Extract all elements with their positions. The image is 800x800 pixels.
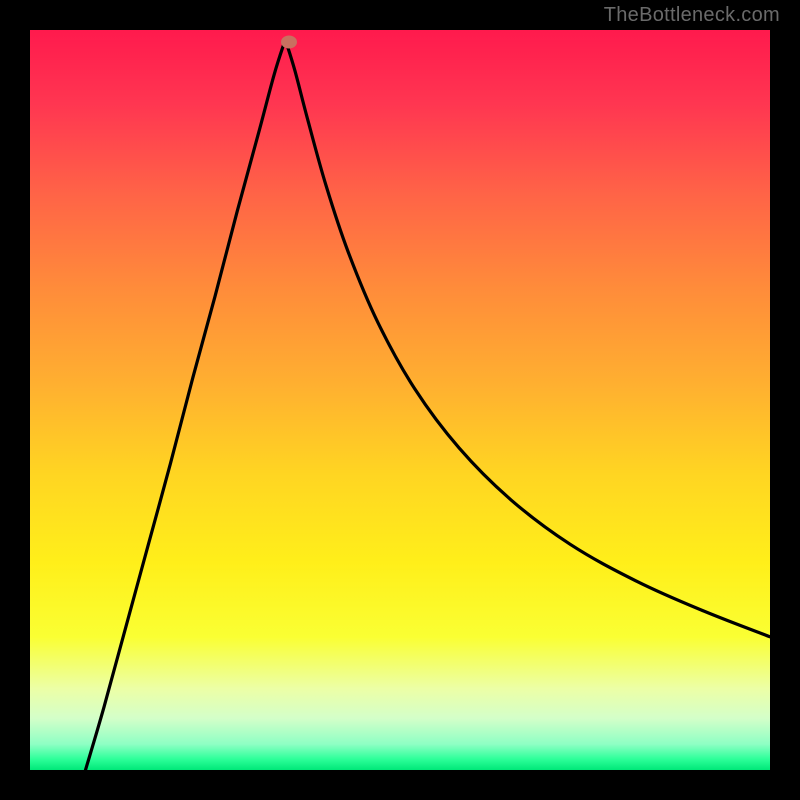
watermark-text: TheBottleneck.com: [604, 4, 780, 27]
vertex-marker: [281, 35, 297, 48]
plot-area: [30, 30, 770, 770]
bottleneck-curve: [30, 30, 770, 770]
